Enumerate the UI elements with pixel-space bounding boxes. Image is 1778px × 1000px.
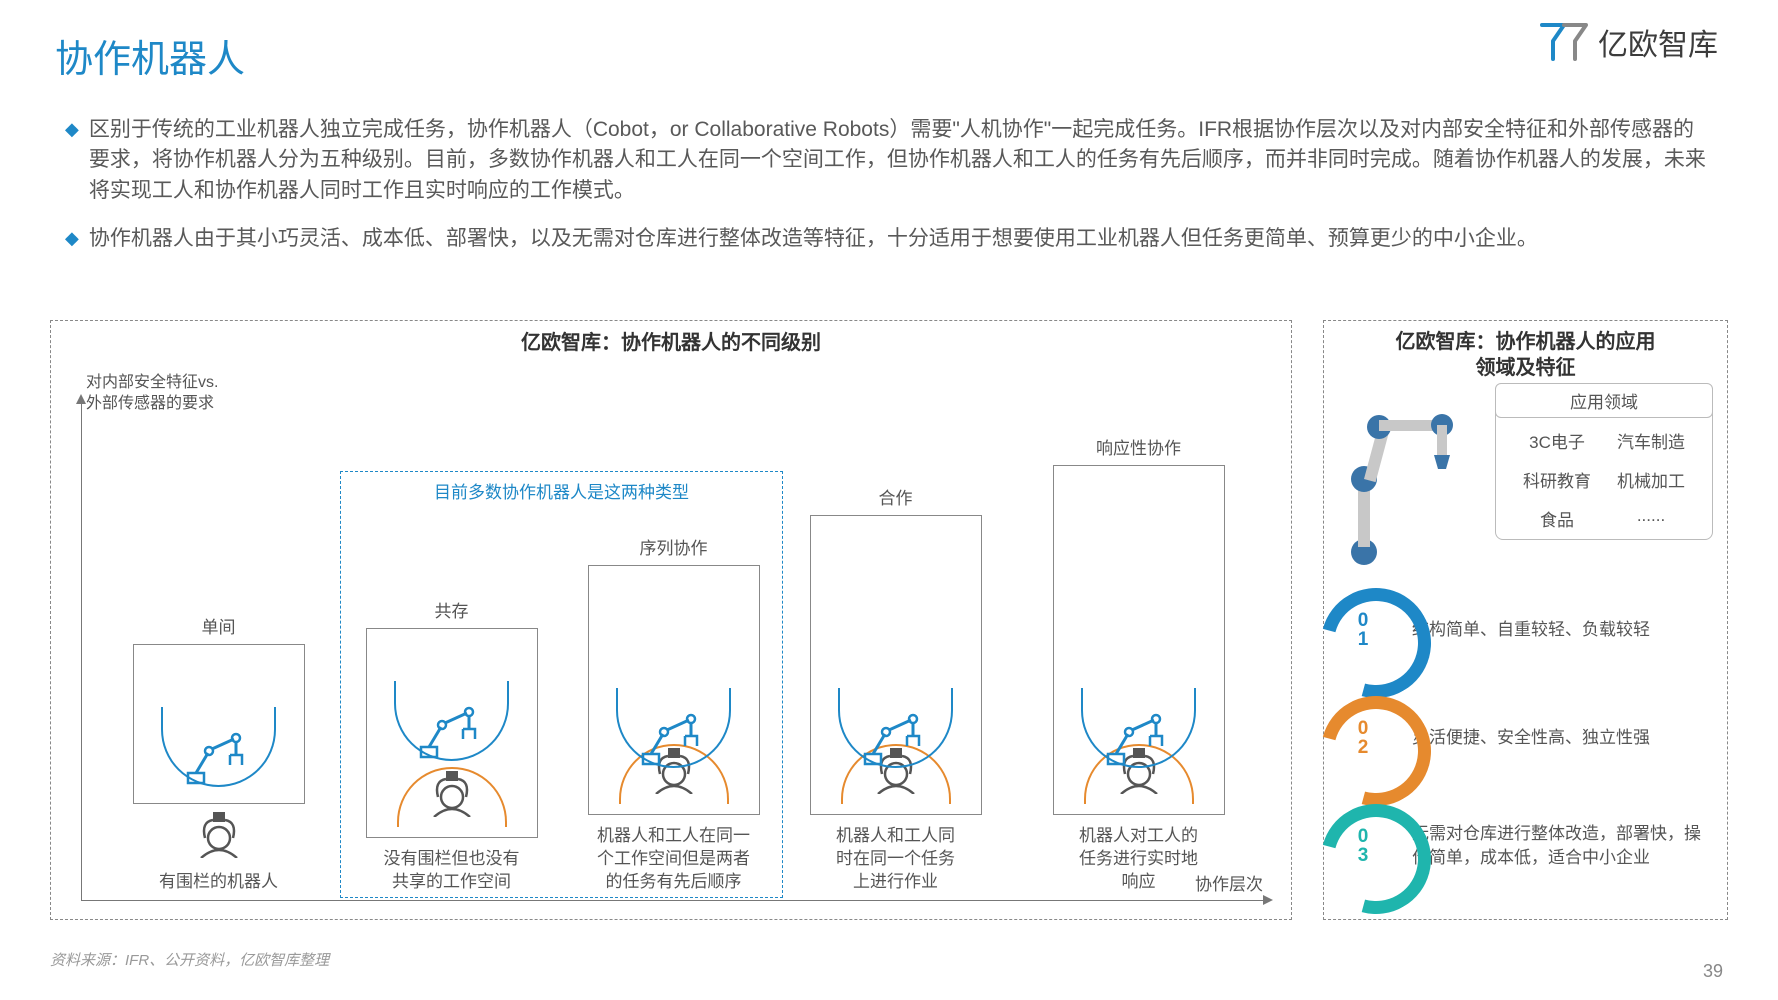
logo-text: 亿欧智库 [1598, 20, 1718, 64]
stage-label: 单间 [116, 613, 321, 638]
stage: 单间 有围栏的机器人 [116, 613, 321, 894]
stage-label: 响应性协作 [1036, 434, 1241, 459]
feature-text: 无需对仓库进行整体改造，部署快，操作简单，成本低，适合中小企业 [1412, 822, 1713, 870]
feature-badge: 02 [1334, 709, 1392, 767]
highlight-label: 目前多数协作机器人是这两种类型 [341, 478, 782, 503]
feature-text: 灵活便捷、安全性高、独立性强 [1412, 726, 1650, 750]
domain-box: 应用领域 3C电子汽车制造科研教育机械加工食品...... [1495, 383, 1713, 540]
levels-panel-title: 亿欧智库：协作机器人的不同级别 [51, 326, 1291, 355]
domain-item: 机械加工 [1604, 467, 1698, 492]
bullet-text: 协作机器人由于其小巧灵活、成本低、部署快，以及无需对仓库进行整体改造等特征，十分… [89, 224, 1538, 254]
logo: 亿欧智库 [1538, 20, 1718, 64]
stage-label: 共存 [349, 597, 554, 622]
levels-panel: 亿欧智库：协作机器人的不同级别 对内部安全特征vs. 外部传感器的要求 协作层次… [50, 320, 1292, 920]
stage: 序列协作 机器人和工人在同一 个工作空间但是两者 的任务有先后顺序 [571, 534, 776, 894]
feature-row: 01 结构简单、自重较轻、负载较轻 [1334, 601, 1713, 659]
stage-desc: 有围栏的机器人 [119, 871, 319, 894]
y-axis-label: 对内部安全特征vs. 外部传感器的要求 [86, 373, 218, 415]
stage-label: 序列协作 [571, 534, 776, 559]
page-number: 39 [1703, 961, 1723, 982]
feature-badge: 01 [1334, 601, 1392, 659]
x-axis [81, 900, 1271, 901]
stage: 合作 机器人和工人同 时在同一个任务 上进行作业 [793, 484, 998, 894]
bullet-list: ◆ 区别于传统的工业机器人独立完成任务，协作机器人（Cobot，or Colla… [65, 115, 1715, 273]
domain-item: 3C电子 [1510, 428, 1604, 453]
cobot-image [1334, 387, 1484, 567]
stage-desc: 机器人和工人在同一 个工作空间但是两者 的任务有先后顺序 [574, 825, 774, 894]
applications-panel: 亿欧智库：协作机器人的应用 领域及特征 应用领域 3C电子汽车制造科研教育机械加… [1323, 320, 1728, 920]
stage-label: 合作 [793, 484, 998, 509]
bullet-text: 区别于传统的工业机器人独立完成任务，协作机器人（Cobot，or Collabo… [89, 115, 1715, 206]
stage-desc: 机器人和工人同 时在同一个任务 上进行作业 [796, 825, 996, 894]
feature-row: 03 无需对仓库进行整体改造，部署快，操作简单，成本低，适合中小企业 [1334, 817, 1713, 875]
stage-desc: 机器人对工人的 任务进行实时地 响应 [1039, 825, 1239, 894]
domain-item: 食品 [1510, 506, 1604, 531]
domain-item: ...... [1604, 506, 1698, 531]
domain-header: 应用领域 [1495, 383, 1713, 418]
feature-row: 02 灵活便捷、安全性高、独立性强 [1334, 709, 1713, 767]
page-title: 协作机器人 [55, 28, 245, 83]
domain-item: 汽车制造 [1604, 428, 1698, 453]
source-note: 资料来源：IFR、公开资料，亿欧智库整理 [50, 949, 329, 970]
stage-desc: 没有围栏但也没有 共享的工作空间 [352, 848, 552, 894]
feature-text: 结构简单、自重较轻、负载较轻 [1412, 618, 1650, 642]
logo-icon [1538, 21, 1590, 63]
y-axis [81, 396, 82, 901]
diamond-icon: ◆ [65, 119, 79, 140]
diamond-icon: ◆ [65, 228, 79, 249]
feature-badge: 03 [1334, 817, 1392, 875]
stage: 共存 没有围栏但也没有 共享的工作空间 [349, 597, 554, 894]
applications-title: 亿欧智库：协作机器人的应用 领域及特征 [1338, 329, 1713, 381]
domain-item: 科研教育 [1510, 467, 1604, 492]
stage: 响应性协作 机器人对工人的 任务进行实时地 响应 [1036, 434, 1241, 894]
